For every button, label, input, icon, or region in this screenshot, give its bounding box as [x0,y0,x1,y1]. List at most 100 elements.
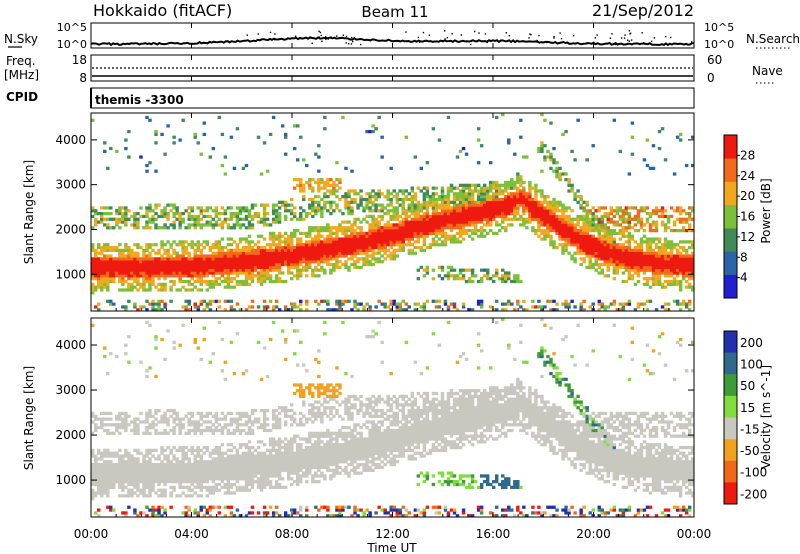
power-cell [133,277,137,281]
power-cell [311,245,315,250]
power-cell [121,217,125,221]
velocity-cell [199,471,203,475]
power-cell [567,217,571,221]
power-cell [419,228,424,233]
power-cell [97,302,101,306]
power-cell [573,231,577,236]
power-cell [148,245,152,250]
velocity-cell [136,417,140,421]
power-cell [513,195,517,199]
power-cell [329,203,333,207]
power-cell [434,186,439,190]
power-cell [582,260,586,264]
velocity-cell [205,480,209,484]
power-cell [519,118,523,122]
power-cell [446,305,451,309]
velocity-cell [118,465,122,470]
power-cell [603,237,607,241]
velocity-cell [121,480,125,484]
power-cell [338,245,342,250]
velocity-cell [154,474,158,478]
power-cell [305,180,309,185]
velocity-cell [178,420,182,424]
velocity-cell [154,335,158,339]
power-cell [350,226,354,230]
power-cell [669,262,674,267]
power-cell [455,206,460,210]
power-cell [268,268,273,272]
power-cell [283,243,288,247]
power-cell [476,192,481,196]
station-title: Hokkaido (fitACF) [93,1,232,20]
power-cell [118,248,122,252]
power-cell [389,257,393,261]
power-cell [368,226,372,230]
power-cell [268,277,273,281]
power-cell [335,254,339,258]
power-cell [579,228,583,233]
power-cell [479,144,484,148]
power-cell [277,265,282,269]
power-cell [654,220,659,224]
power-cell [461,183,466,187]
power-cell [271,243,276,247]
power-cell [338,197,342,202]
power-cell [160,268,164,272]
power-cell [238,226,243,230]
power-cell [437,212,442,216]
power-cell [534,214,538,219]
power-cell [286,257,291,261]
power-cell [232,262,237,267]
velocity-cell [109,462,113,467]
power-cell [274,245,279,250]
velocity-cell [97,482,101,487]
velocity-cell [100,491,104,495]
power-cell [311,268,315,272]
power-cell [154,265,158,269]
power-cell [612,262,617,267]
power-cell [286,243,291,247]
power-cell [416,231,421,236]
power-cell [579,226,583,230]
power-cell [166,268,170,272]
power-cell [347,299,351,303]
power-cell [244,240,249,244]
velocity-cell [208,468,213,472]
power-cell [163,282,167,286]
power-cell [552,203,556,207]
power-cell [130,271,134,275]
power-cell [485,186,490,190]
power-cell [672,260,677,264]
power-cell [570,220,574,224]
power-cell [371,189,375,193]
power-cell [277,248,282,252]
power-cell [235,279,240,284]
power-cell [202,308,206,312]
power-cell [564,206,568,210]
power-cell [636,254,641,258]
power-cell [386,228,390,233]
velocity-cell [112,474,116,478]
power-cell [341,195,345,199]
velocity-cell [133,474,137,478]
velocity-cell [136,488,140,492]
power-cell [157,262,161,267]
power-cell [473,186,478,190]
power-cell [678,265,683,269]
power-cell [392,299,396,303]
power-cell [510,203,514,207]
power-cell [163,251,167,255]
power-cell [139,214,143,219]
power-cell [531,299,535,303]
power-cell [130,257,134,261]
power-cell [621,271,626,275]
power-cell [654,257,659,261]
velocity-cell [151,465,155,470]
power-cell [582,237,586,241]
power-cell [455,217,460,221]
power-cell [308,254,312,258]
power-cell [323,115,327,120]
power-cell [627,220,632,224]
power-cell [513,277,517,281]
power-cell [609,254,613,258]
